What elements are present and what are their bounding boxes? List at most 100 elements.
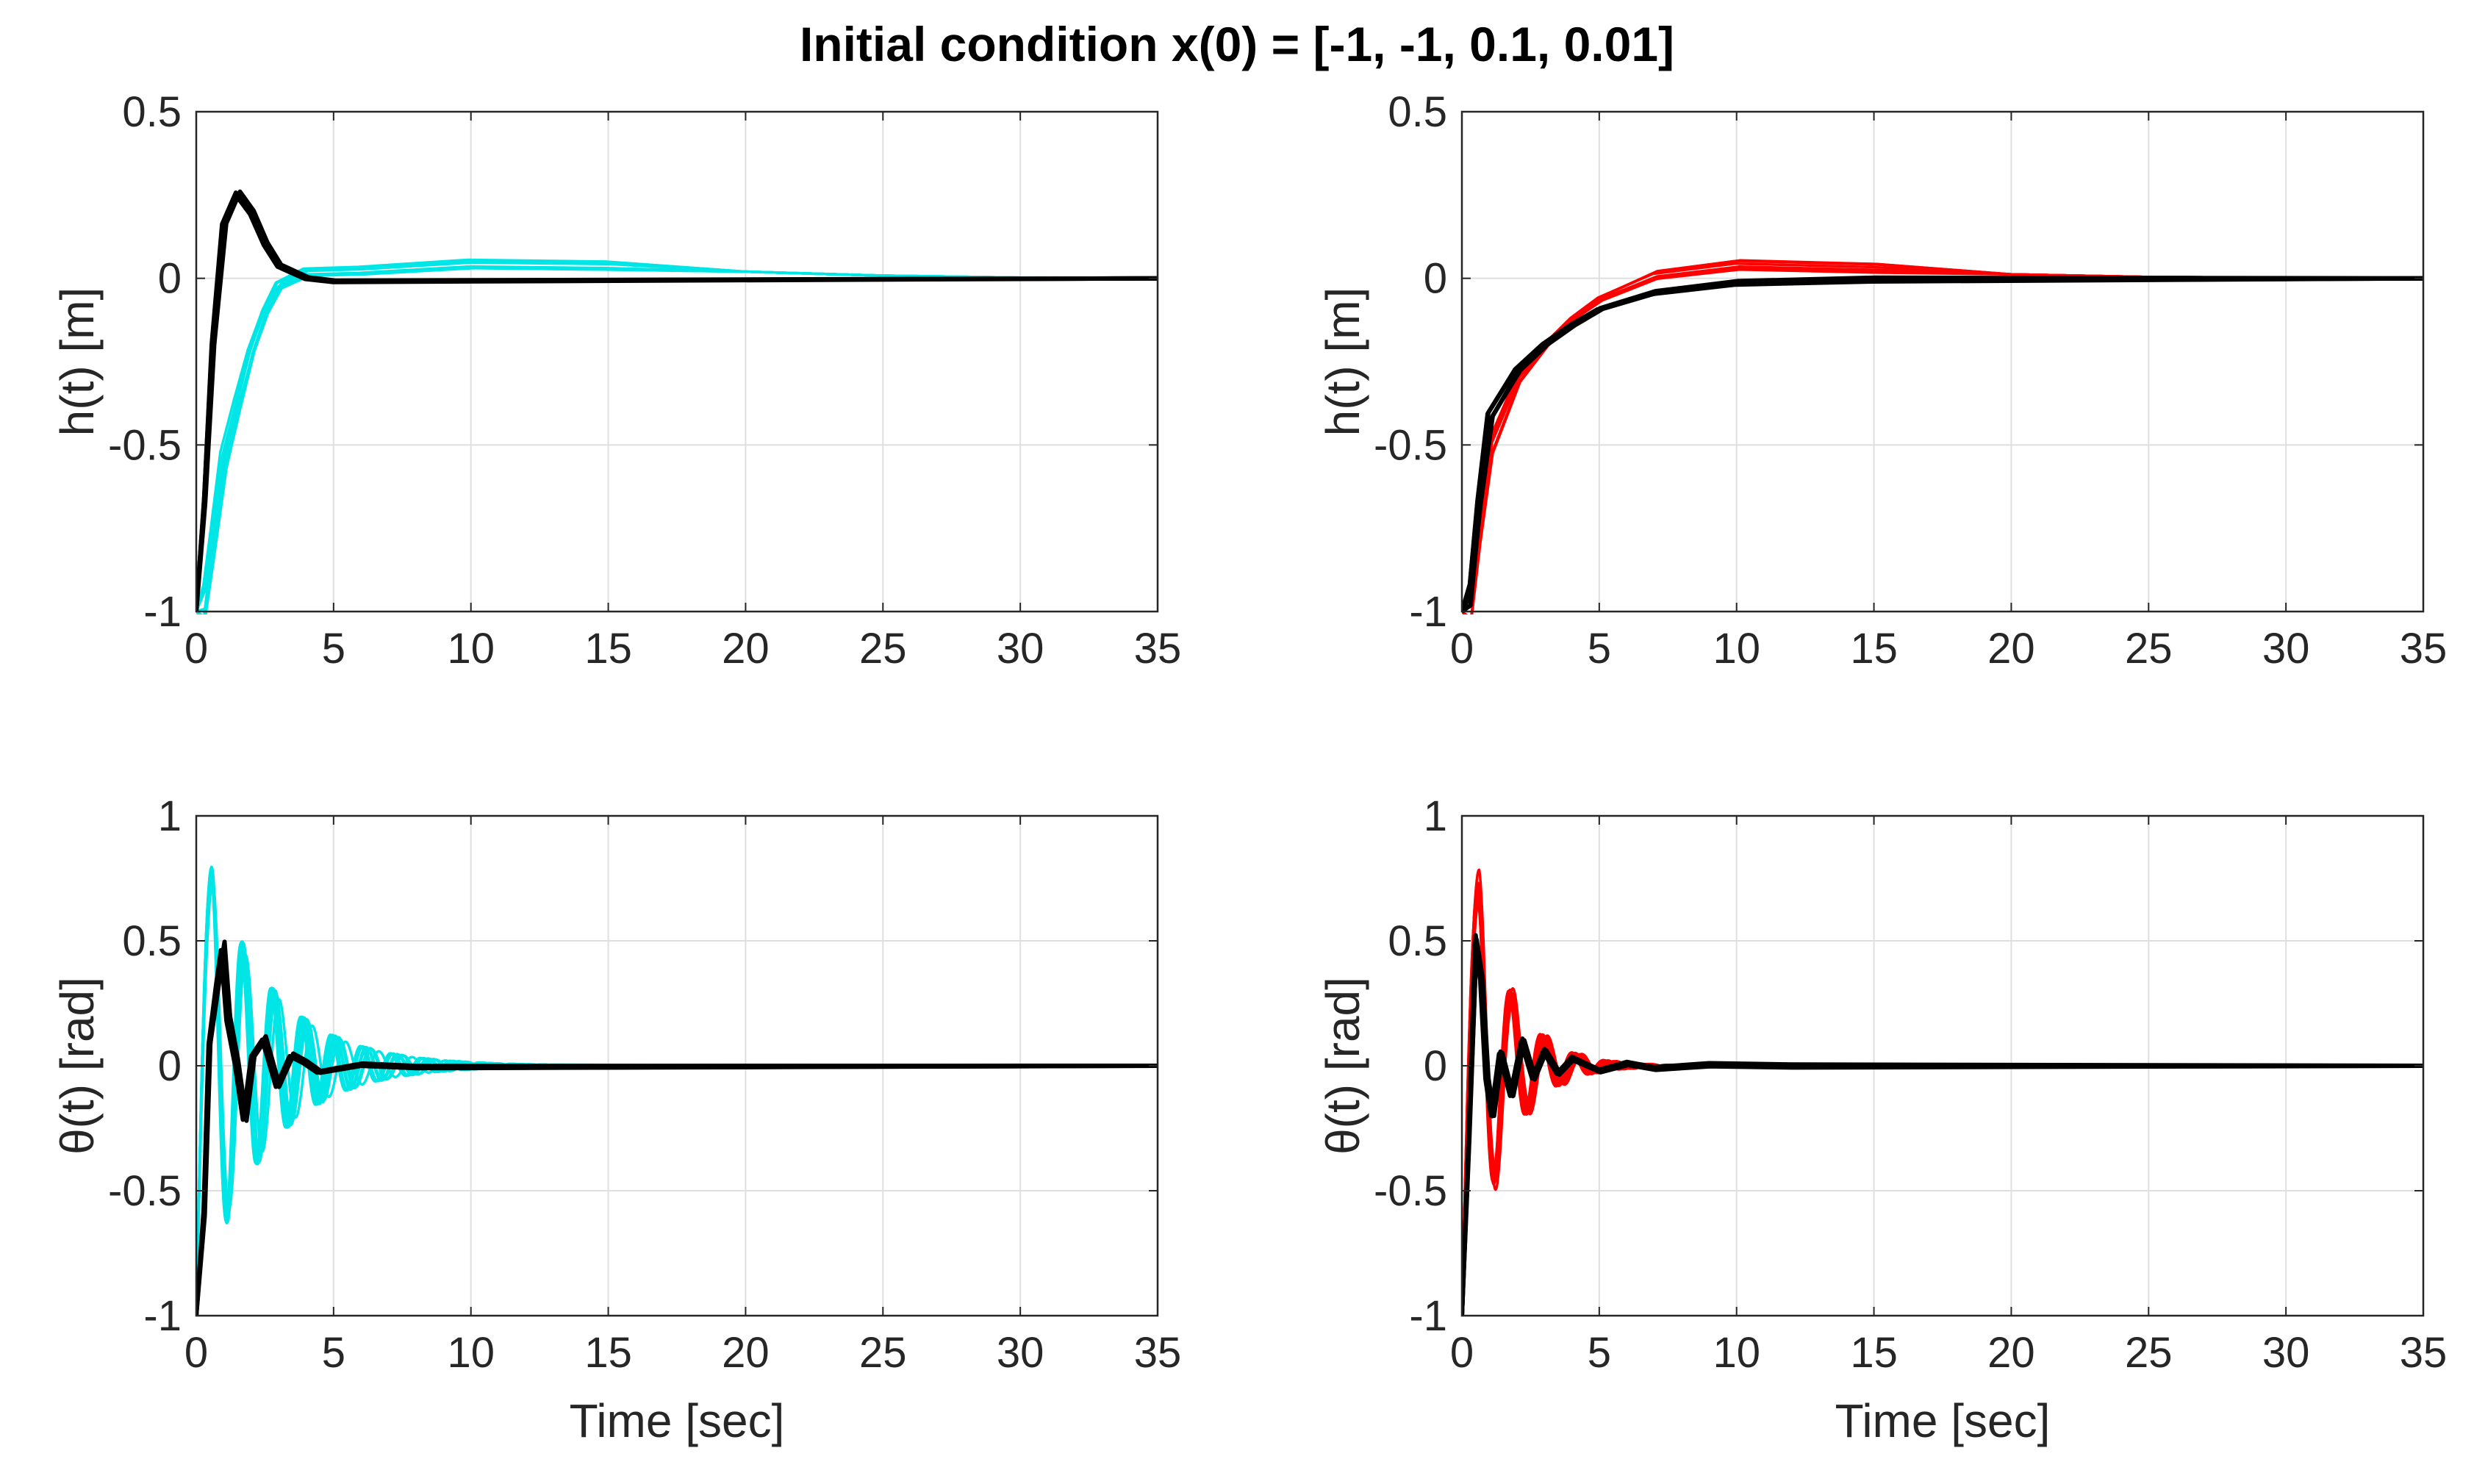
series-line-ensemble <box>196 258 1158 614</box>
x-tick-label: 5 <box>1588 1329 1611 1377</box>
series-line-ensemble <box>1462 895 2423 1316</box>
x-tick-label: 0 <box>184 625 208 673</box>
plot-area <box>196 865 1158 1316</box>
x-tick-label: 35 <box>2400 1329 2448 1377</box>
series-line-ensemble <box>196 866 1158 1316</box>
x-tick-label: 10 <box>1713 1329 1760 1377</box>
x-tick-label: 30 <box>997 1329 1044 1377</box>
series-line-ensemble <box>1462 266 2423 612</box>
y-tick-label: -1 <box>1409 1292 1447 1340</box>
x-axis-label: Time [sec] <box>1835 1394 2051 1447</box>
series-line-ensemble <box>1462 266 2423 612</box>
x-tick-label: 0 <box>184 1329 208 1377</box>
x-tick-label: 0 <box>1450 1329 1474 1377</box>
x-tick-label: 25 <box>859 625 907 673</box>
figure-title: Initial condition x(0) = [-1, -1, 0.1, 0… <box>799 17 1675 71</box>
y-tick-label: -0.5 <box>108 1167 182 1215</box>
y-tick-label: 0.5 <box>122 917 182 965</box>
y-tick-label: -1 <box>1409 588 1447 636</box>
series-line-ensemble <box>1462 881 2423 1316</box>
x-tick-label: 15 <box>1850 1329 1898 1377</box>
y-axis-label: h(t) [m] <box>1316 287 1369 437</box>
y-axis-label: h(t) [m] <box>51 287 104 437</box>
series-line-nominal <box>1462 940 2423 1316</box>
x-tick-label: 10 <box>447 625 495 673</box>
y-tick-label: 0.5 <box>1388 88 1447 136</box>
series-line-ensemble <box>196 875 1158 1316</box>
y-tick-label: 0.5 <box>122 88 182 136</box>
y-tick-label: 1 <box>158 792 182 840</box>
x-tick-label: 35 <box>1134 625 1182 673</box>
x-tick-label: 20 <box>1987 1329 2035 1377</box>
y-tick-label: 0.5 <box>1388 917 1447 965</box>
y-tick-label: 0 <box>158 255 182 303</box>
y-tick-label: 0 <box>1424 1042 1447 1090</box>
y-axis-label: θ(t) [rad] <box>1316 977 1369 1155</box>
series-line-nominal <box>1462 937 2423 1316</box>
series-line-ensemble <box>196 881 1158 1316</box>
y-tick-label: -0.5 <box>1374 421 1447 469</box>
series-line-ensemble <box>1462 259 2423 614</box>
series-line-nominal <box>1462 946 2423 1316</box>
x-tick-label: 30 <box>2262 1329 2310 1377</box>
axes-box <box>1460 110 2425 613</box>
series-line-nominal <box>1462 933 2423 1316</box>
x-tick-label: 25 <box>2125 625 2173 673</box>
series-line-ensemble <box>1462 259 2423 614</box>
x-axis-label: Time [sec] <box>570 1394 785 1447</box>
chart-top-right: 0 5 10 15 20 25 30 35 -1 -0.5 0 0.5 h(t) [m] <box>1316 88 2447 673</box>
series-line-ensemble <box>1462 902 2423 1316</box>
series-line-ensemble <box>1462 868 2423 1316</box>
x-tick-label: 0 <box>1450 625 1474 673</box>
series-line-ensemble <box>196 259 1158 614</box>
y-tick-label: -1 <box>143 588 182 636</box>
series-line-nominal <box>196 190 1158 612</box>
series-line-ensemble <box>1462 262 2423 613</box>
series-line-ensemble <box>1462 896 2423 1316</box>
y-axis-label: θ(t) [rad] <box>51 977 104 1155</box>
series-line-nominal <box>196 939 1158 1316</box>
x-tick-label: 20 <box>722 1329 770 1377</box>
series-line-ensemble <box>1462 883 2423 1316</box>
plot-area <box>1462 868 2423 1316</box>
y-tick-label: -1 <box>143 1292 182 1340</box>
x-tick-label: 30 <box>2262 625 2310 673</box>
x-tick-label: 35 <box>2400 625 2448 673</box>
x-tick-label: 5 <box>322 625 345 673</box>
x-tick-label: 10 <box>1713 625 1760 673</box>
y-tick-label: 0 <box>158 1042 182 1090</box>
x-tick-label: 10 <box>447 1329 495 1377</box>
series-line-ensemble <box>196 261 1158 613</box>
series-line-ensemble <box>196 259 1158 614</box>
chart-bottom-left: 0 5 10 15 20 25 30 35 -1 -0.5 0 0.5 1 θ(t) [rad] Time … <box>51 792 1181 1447</box>
x-tick-label: 20 <box>1987 625 2035 673</box>
series-line-nominal <box>196 947 1158 1316</box>
x-tick-label: 15 <box>584 1329 632 1377</box>
plot-area <box>1462 259 2423 614</box>
axes-box <box>195 110 1159 613</box>
y-tick-label: 0 <box>1424 255 1447 303</box>
series-line-ensemble <box>196 870 1158 1316</box>
series-line-nominal <box>196 193 1158 612</box>
y-tick-label: -0.5 <box>1374 1167 1447 1215</box>
series-line-nominal <box>196 949 1158 1316</box>
x-tick-label: 15 <box>1850 625 1898 673</box>
x-tick-label: 20 <box>722 625 770 673</box>
y-tick-label: 1 <box>1424 792 1447 840</box>
x-tick-label: 5 <box>1588 625 1611 673</box>
series-line-ensemble <box>1462 889 2423 1316</box>
series-line-ensemble <box>196 872 1158 1316</box>
chart-top-left: 0 5 10 15 20 25 30 35 -1 -0.5 0 0.5 h(t) [m] <box>51 88 1181 673</box>
series-line-nominal <box>1462 276 2423 613</box>
series-line-ensemble <box>1462 265 2423 612</box>
x-tick-label: 25 <box>2125 1329 2173 1377</box>
y-tick-label: -0.5 <box>108 421 182 469</box>
series-line-ensemble <box>196 265 1158 612</box>
chart-bottom-right: 0 5 10 15 20 25 30 35 -1 -0.5 0 0.5 1 θ(t) [rad] Time … <box>1316 792 2447 1447</box>
series-line-ensemble <box>1462 259 2423 614</box>
series-line-ensemble <box>196 265 1158 612</box>
series-line-nominal <box>196 189 1158 612</box>
x-tick-label: 25 <box>859 1329 907 1377</box>
series-line-ensemble <box>1462 268 2423 612</box>
